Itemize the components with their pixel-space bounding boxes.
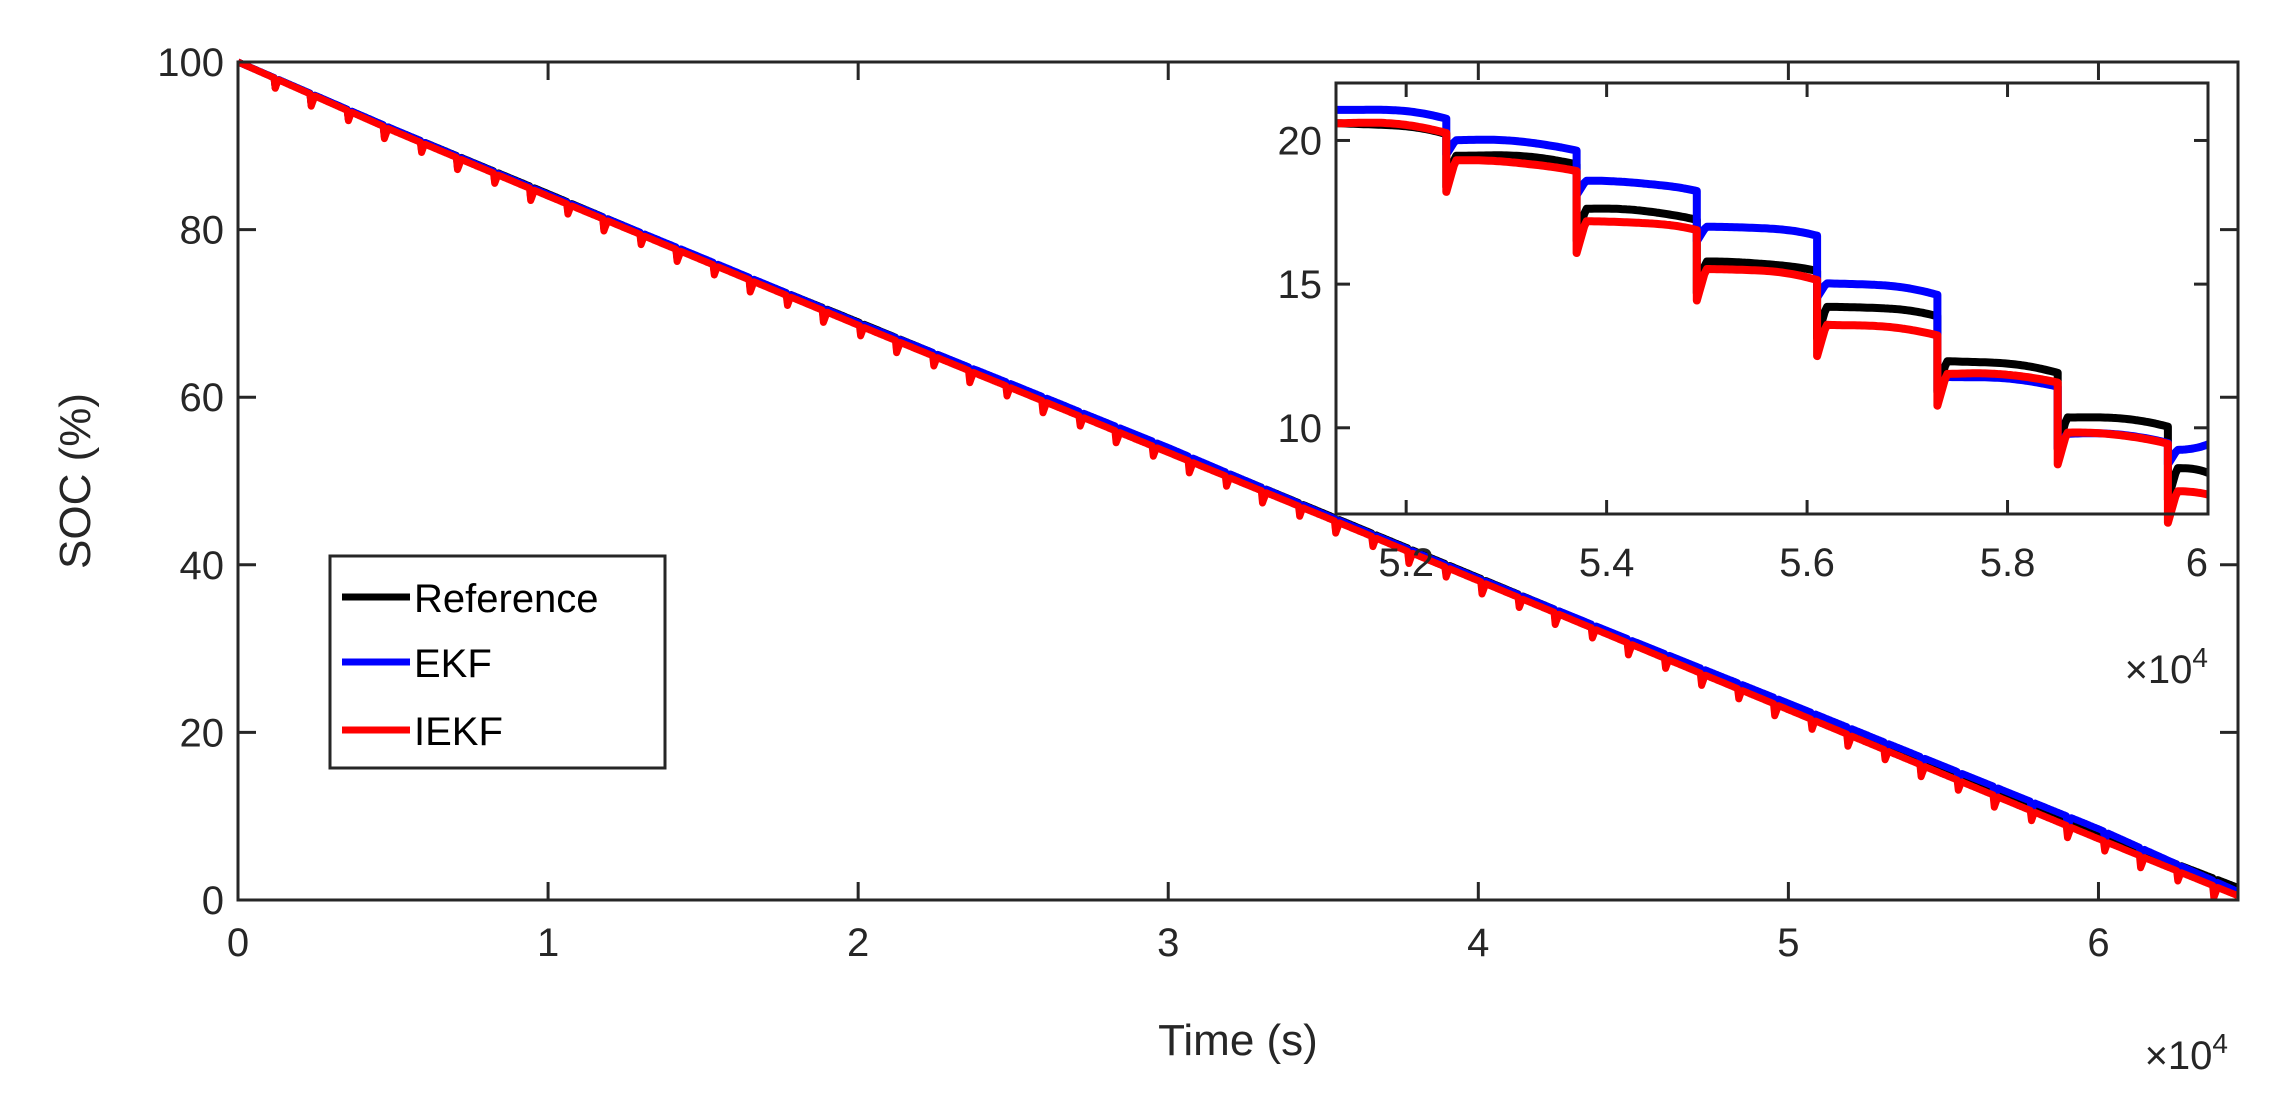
inset-y-tick-label: 15 bbox=[1278, 263, 1323, 307]
main-y-tick-label: 80 bbox=[180, 209, 225, 253]
main-y-tick-label: 100 bbox=[157, 41, 224, 85]
inset-x-tick-label: 5.2 bbox=[1378, 541, 1434, 585]
inset-series-group bbox=[1334, 105, 2210, 527]
main-x-tick-label: 5 bbox=[1777, 921, 1799, 965]
main-x-tick-label: 1 bbox=[537, 921, 559, 965]
main-x-tick-label: 6 bbox=[2087, 921, 2109, 965]
main-x-axis-label: Time (s) bbox=[1158, 1016, 1318, 1065]
inset-x-tick-label: 5.4 bbox=[1579, 541, 1635, 585]
main-x-tick-label: 0 bbox=[227, 921, 249, 965]
inset-x-multiplier-exponent: 4 bbox=[2192, 642, 2208, 673]
main-x-multiplier: ×104 bbox=[2145, 1028, 2228, 1078]
legend-label-reference: Reference bbox=[414, 577, 599, 621]
main-y-tick-label: 0 bbox=[202, 879, 224, 923]
inset-x-tick-label: 6 bbox=[2186, 541, 2208, 585]
main-series-group bbox=[235, 58, 2240, 902]
main-y-tick-label: 60 bbox=[180, 376, 225, 420]
inset-y-tick-label: 10 bbox=[1278, 407, 1323, 451]
main-y-tick-label: 40 bbox=[180, 544, 225, 588]
inset-x-multiplier-base: ×10 bbox=[2125, 648, 2193, 692]
main-series-iekf bbox=[235, 58, 2240, 902]
inset-y-tick-label: 20 bbox=[1278, 119, 1323, 163]
legend-label-iekf: IEKF bbox=[414, 710, 503, 754]
inset-plot-area: 5.2 5.4 5.6 5.8 6 10 15 20 bbox=[1278, 81, 2210, 585]
legend-label-ekf: EKF bbox=[414, 642, 492, 686]
inset-x-multiplier: ×104 bbox=[2125, 642, 2208, 692]
main-x-tick-label: 4 bbox=[1467, 921, 1489, 965]
inset-x-tick-label: 5.6 bbox=[1779, 541, 1835, 585]
inset-x-tick-label: 5.8 bbox=[1980, 541, 2036, 585]
inset-ticks-group: 5.2 5.4 5.6 5.8 6 10 15 20 bbox=[1278, 83, 2210, 585]
main-x-tick-label: 3 bbox=[1157, 921, 1179, 965]
inset-series-reference bbox=[1334, 119, 2210, 504]
main-plot-frame bbox=[236, 60, 2240, 902]
main-x-tick-label: 2 bbox=[847, 921, 869, 965]
main-y-tick-label: 20 bbox=[180, 711, 225, 755]
inset-plot-background bbox=[1336, 83, 2208, 514]
inset-series-iekf bbox=[1334, 118, 2210, 527]
main-y-axis-label: SOC (%) bbox=[51, 393, 100, 569]
main-x-multiplier-exponent: 4 bbox=[2212, 1028, 2228, 1059]
inset-plot-frame bbox=[1334, 81, 2210, 516]
main-x-multiplier-base: ×10 bbox=[2145, 1034, 2213, 1078]
legend: Reference EKF IEKF bbox=[328, 554, 667, 770]
